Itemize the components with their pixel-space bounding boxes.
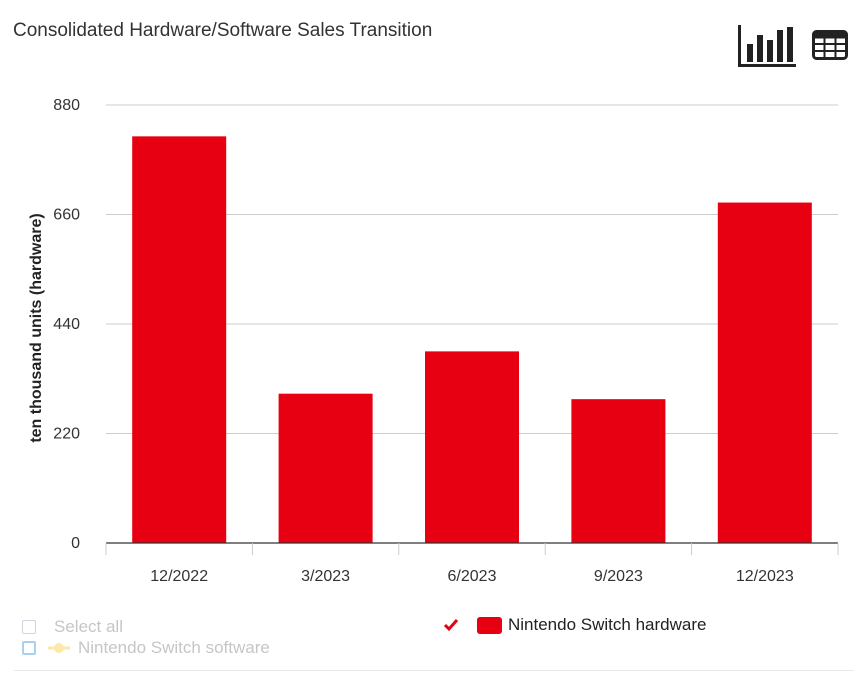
legend-item-software[interactable]: Nintendo Switch software [22, 637, 270, 658]
legend-divider [14, 670, 854, 671]
software-checkbox[interactable] [22, 640, 36, 655]
y-tick-label: 0 [71, 535, 80, 552]
x-tick-label: 3/2023 [301, 568, 350, 585]
table-icon[interactable] [812, 30, 848, 60]
bar [571, 399, 666, 543]
x-tick-label: 9/2023 [594, 568, 643, 585]
y-axis-title: ten thousand units (hardware) [28, 213, 45, 442]
hardware-legend-label[interactable]: Nintendo Switch hardware [508, 615, 707, 634]
bar-chart: 0 220 440 660 880 12/2022 3/2023 6/2023 9/2023 12… [28, 97, 839, 585]
bar [132, 136, 227, 543]
check-icon[interactable] [443, 618, 459, 632]
y-tick-label: 880 [53, 97, 80, 114]
select-all-label[interactable]: Select all [54, 616, 123, 636]
hardware-legend-swatch [477, 616, 502, 634]
select-all-row[interactable]: Select all [22, 616, 270, 637]
legend-left: Select all Nintendo Switch software [22, 616, 270, 658]
y-tick-label: 220 [53, 426, 80, 443]
x-tick-label: 6/2023 [448, 568, 497, 585]
y-tick-label: 440 [53, 316, 80, 333]
bar [425, 351, 519, 543]
software-line-marker-icon [48, 642, 70, 653]
bar [717, 202, 812, 543]
bar [278, 393, 373, 543]
chart-title: Consolidated Hardware/Software Sales Tra… [13, 20, 433, 41]
y-tick-label: 660 [53, 207, 80, 224]
select-all-checkbox[interactable] [22, 619, 36, 634]
legend-item-hardware[interactable]: Nintendo Switch hardware [443, 615, 706, 635]
bar-chart-icon[interactable] [737, 24, 797, 69]
x-tick-label: 12/2023 [736, 568, 794, 585]
software-legend-label[interactable]: Nintendo Switch software [78, 637, 270, 657]
x-tick-label: 12/2022 [150, 568, 208, 585]
